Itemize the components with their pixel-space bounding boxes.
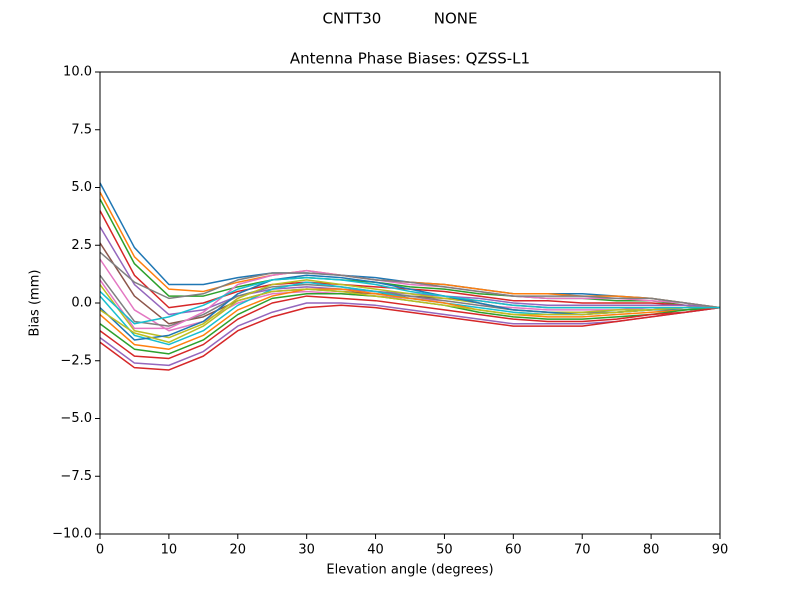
y-tick-label: −10.0 [52, 527, 92, 542]
x-tick-label: 0 [96, 543, 104, 558]
series-line [99, 304, 721, 371]
y-tick-label: −2.5 [60, 353, 92, 368]
series-line [99, 279, 720, 339]
x-tick-label: 10 [161, 543, 178, 558]
y-axis-label: Bias (mm) [28, 270, 43, 337]
y-tick-label: 7.5 [71, 122, 92, 137]
x-tick-label: 30 [298, 543, 315, 558]
series-line [99, 251, 721, 309]
plot-area [99, 182, 721, 371]
chart-title: Antenna Phase Biases: QZSS-L1 [290, 50, 530, 68]
x-tick-label: 80 [643, 543, 660, 558]
series-line [99, 198, 721, 309]
x-tick-label: 50 [436, 543, 453, 558]
x-tick-label: 90 [712, 543, 729, 558]
y-tick-label: 5.0 [71, 180, 92, 195]
series-line [99, 288, 721, 350]
series-line [99, 288, 720, 344]
x-tick-label: 70 [574, 543, 591, 558]
x-tick-label: 60 [505, 543, 522, 558]
y-tick-label: 0.0 [71, 296, 92, 311]
x-axis-label: Elevation angle (degrees) [326, 563, 493, 578]
y-tick-label: 2.5 [71, 238, 92, 253]
suptitle: CNTT30 NONE [322, 10, 477, 28]
series-line [99, 276, 720, 325]
y-tick-label: −5.0 [60, 411, 92, 426]
y-tick-label: −7.5 [60, 469, 92, 484]
series-line [99, 295, 721, 360]
x-tick-label: 20 [230, 543, 247, 558]
y-tick-label: 10.0 [63, 65, 92, 80]
x-tick-label: 40 [367, 543, 384, 558]
